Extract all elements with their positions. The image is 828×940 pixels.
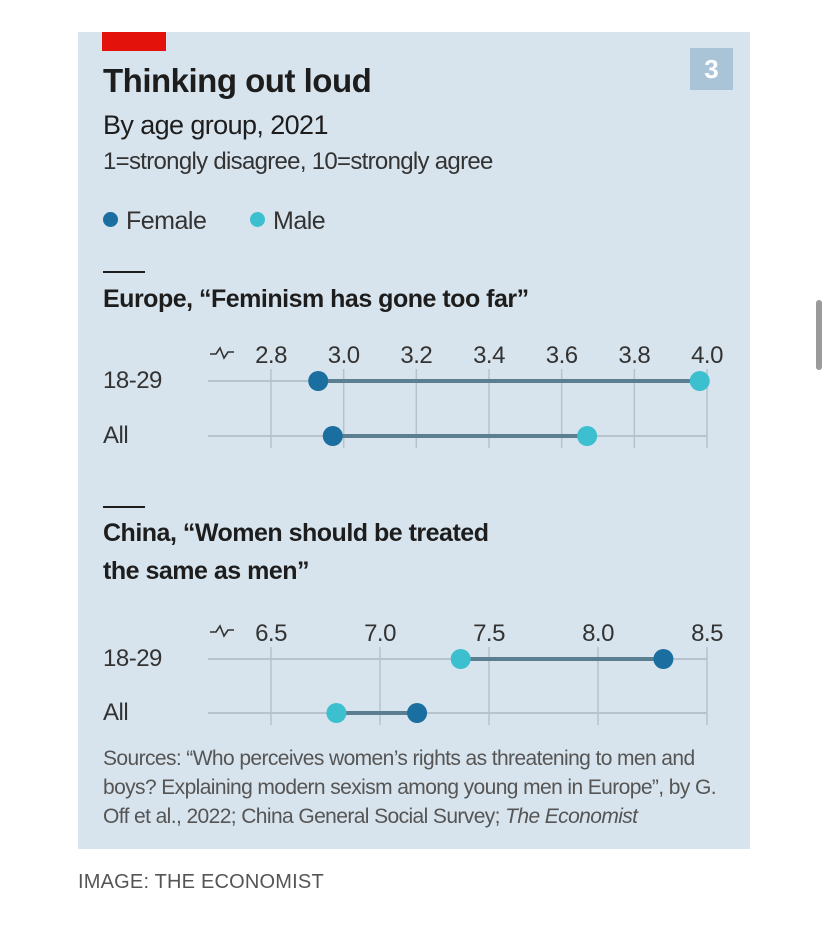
chart-number-badge: 3 xyxy=(690,48,733,90)
china-row-label-18-29: 18-29 xyxy=(103,645,162,672)
sources-note: Sources: “Who perceives women’s rights a… xyxy=(103,744,743,831)
chart-title: Thinking out loud xyxy=(103,62,372,99)
tick-label: 4.0 xyxy=(691,342,723,369)
female-point xyxy=(653,649,674,669)
tick-label: 3.6 xyxy=(546,342,578,369)
europe-panel-title: Europe, “Feminism has gone too far” xyxy=(103,285,529,313)
europe-row-label-18-29: 18-29 xyxy=(103,367,162,394)
tick-label: 3.0 xyxy=(328,342,360,369)
china-row-label-all: All xyxy=(103,699,129,726)
chart-scale-note: 1=strongly disagree, 10=strongly agree xyxy=(103,148,493,175)
legend-female-dot xyxy=(103,212,118,227)
female-point xyxy=(322,426,343,446)
legend-female-label: Female xyxy=(126,207,207,235)
male-point xyxy=(577,426,598,446)
tick-label: 6.5 xyxy=(255,620,287,647)
tick-label: 7.0 xyxy=(364,620,396,647)
legend-female: Female xyxy=(103,207,207,236)
europe-row-label-all: All xyxy=(103,422,129,449)
axis-break-icon xyxy=(210,346,234,360)
scrollbar[interactable] xyxy=(816,300,822,370)
tick-label: 8.0 xyxy=(582,620,614,647)
tick-label: 8.5 xyxy=(691,620,723,647)
section-rule xyxy=(103,506,145,508)
tick-label: 7.5 xyxy=(473,620,505,647)
legend-male: Male xyxy=(250,207,326,236)
tick-label: 3.4 xyxy=(473,342,505,369)
male-point xyxy=(450,649,471,669)
economist-red-tag xyxy=(102,32,166,51)
sources-text: Sources: “Who perceives women’s rights a… xyxy=(103,747,717,828)
female-point xyxy=(407,703,428,723)
chart-subtitle: By age group, 2021 xyxy=(103,110,328,140)
female-point xyxy=(308,371,329,391)
male-point xyxy=(326,703,347,723)
sources-italic: The Economist xyxy=(505,805,638,828)
tick-label: 3.2 xyxy=(400,342,432,369)
china-panel-title-line2: the same as men” xyxy=(103,557,310,585)
tick-label: 3.8 xyxy=(618,342,650,369)
image-credit: IMAGE: THE ECONOMIST xyxy=(78,871,324,893)
legend-male-label: Male xyxy=(273,207,326,235)
legend-male-dot xyxy=(250,212,265,227)
tick-label: 2.8 xyxy=(255,342,287,369)
section-rule xyxy=(103,271,145,273)
china-panel-title-line1: China, “Women should be treated xyxy=(103,519,489,547)
axis-break-icon xyxy=(210,624,234,638)
male-point xyxy=(689,371,710,391)
